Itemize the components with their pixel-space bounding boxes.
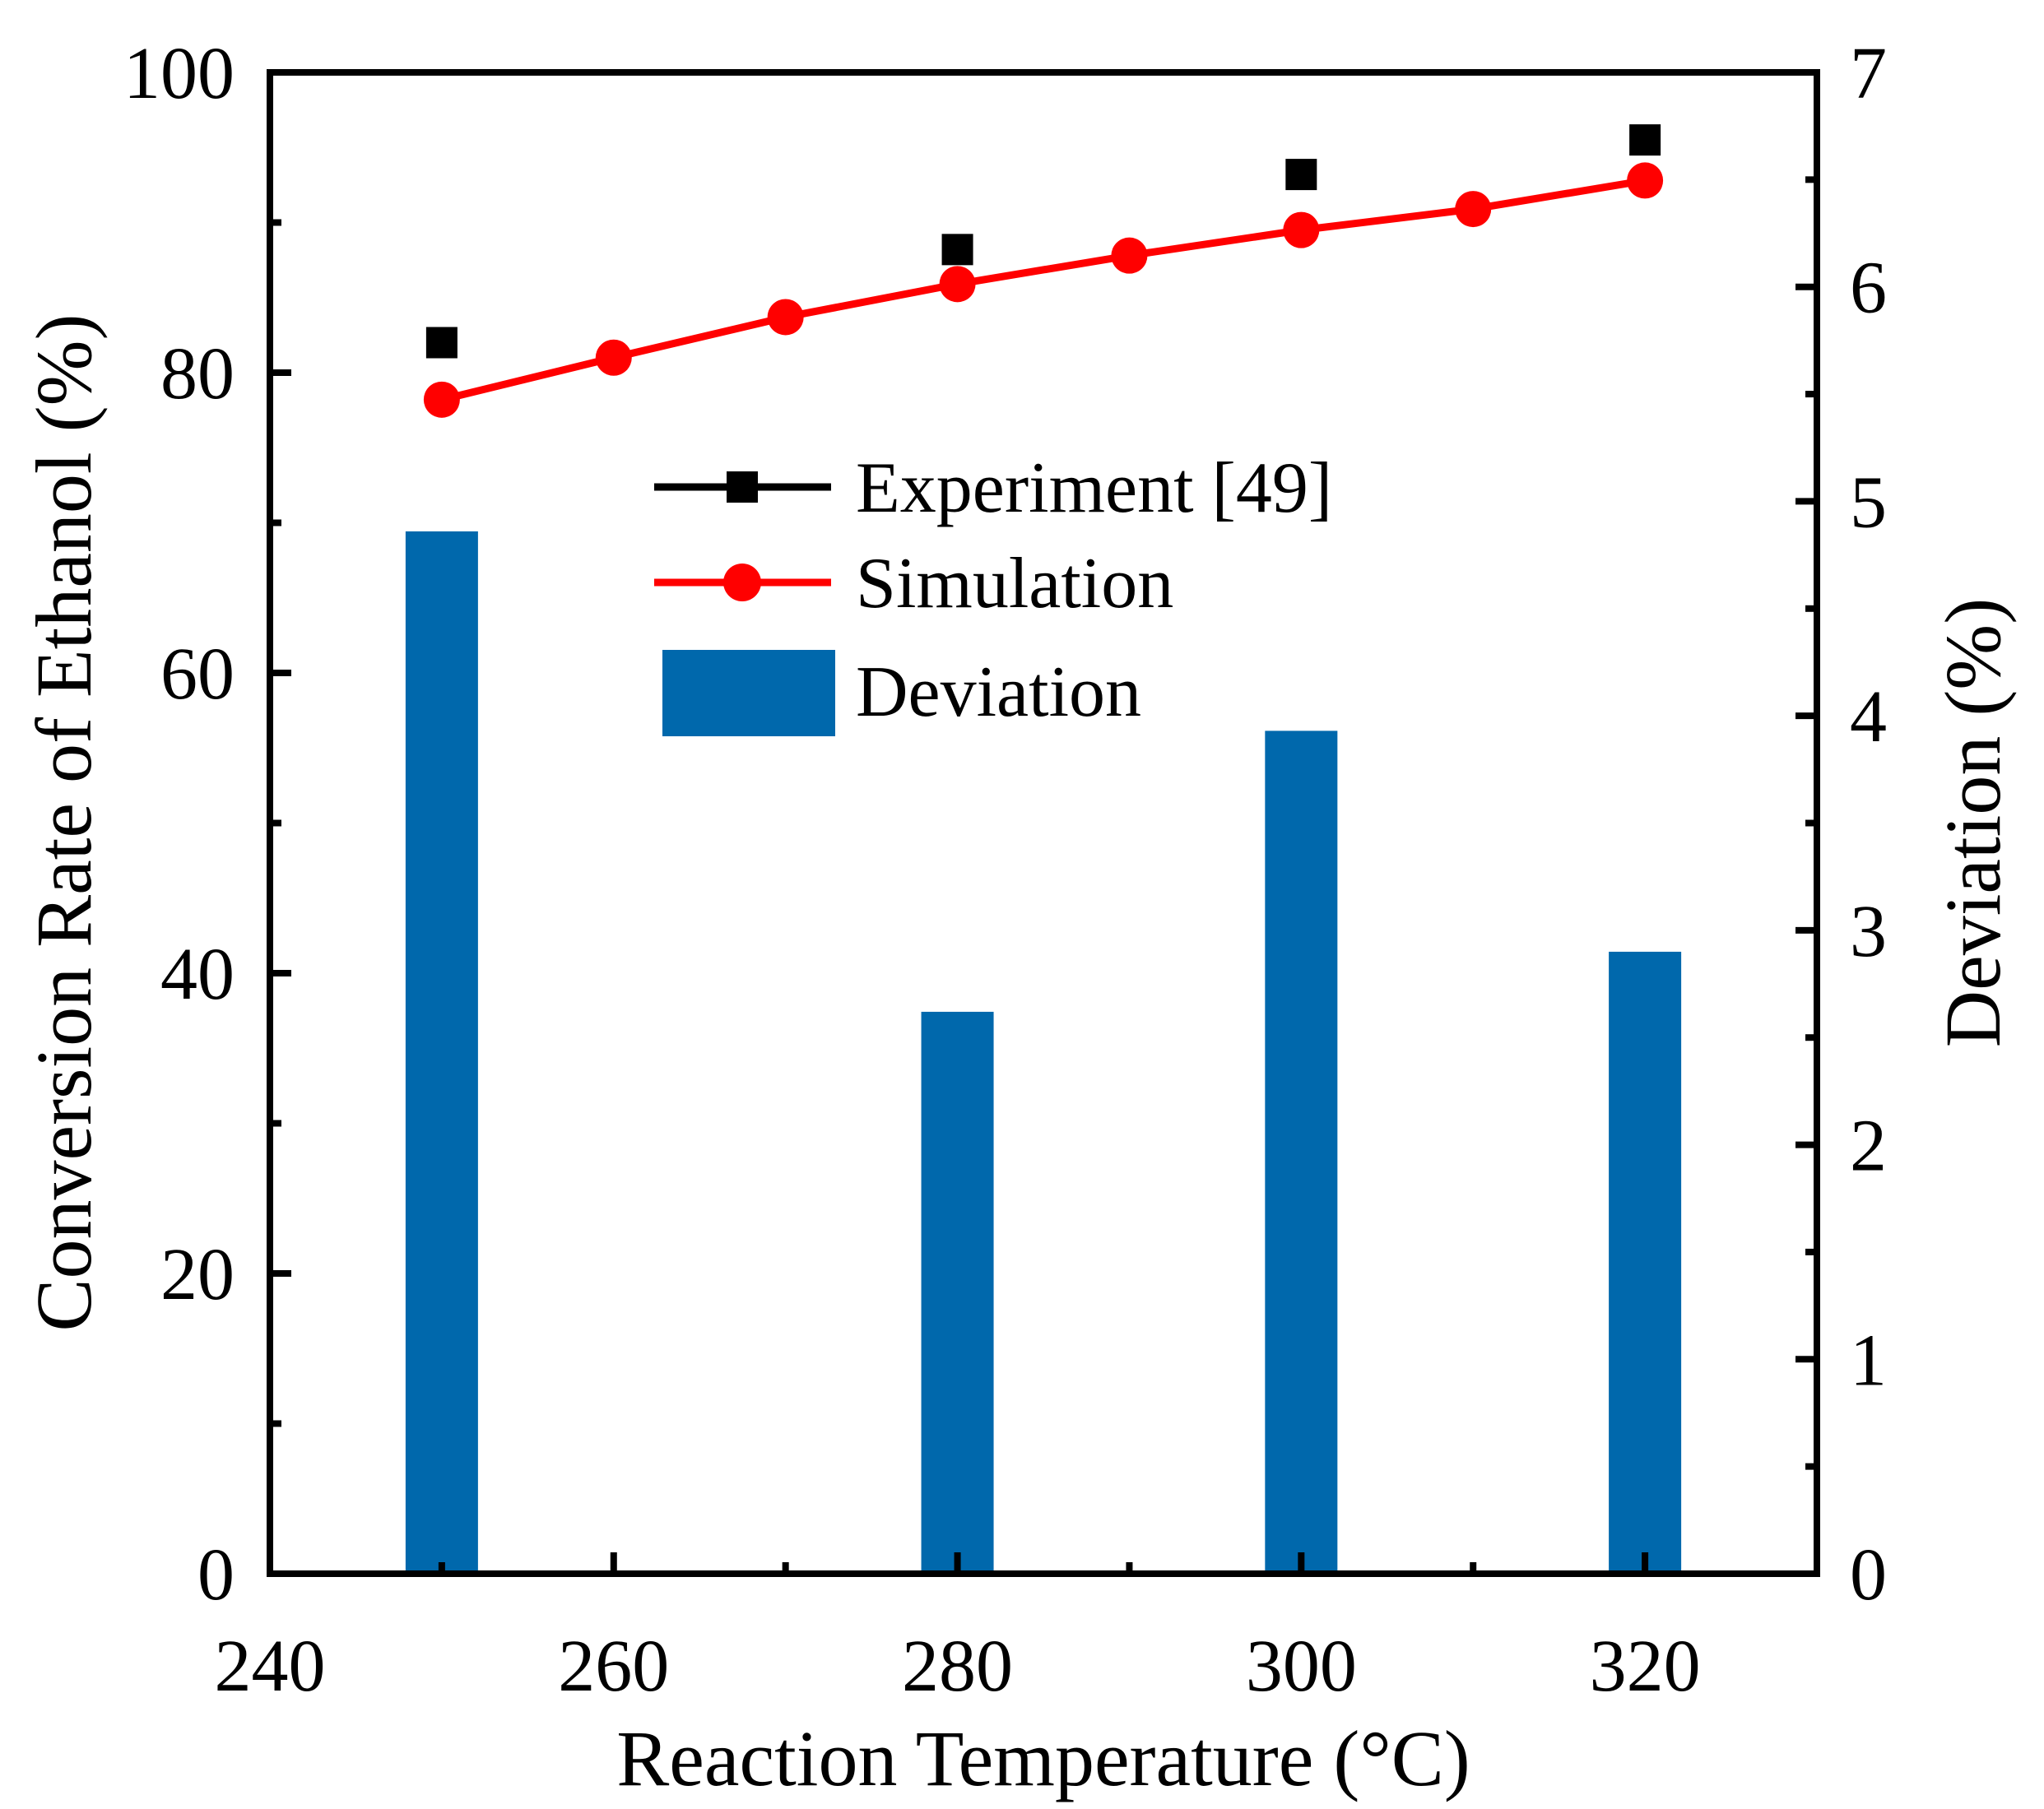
y2-tick-label: 6 [1850, 248, 1887, 329]
x-tick-label: 260 [558, 1626, 669, 1707]
legend-item-deviation: Deviation [662, 650, 1141, 736]
y2-tick-label: 3 [1850, 891, 1887, 972]
experiment-point [1629, 124, 1661, 156]
x-axis-title: Reaction Temperature (°C) [616, 1714, 1470, 1802]
y2-axis-title: Deviation (%) [1929, 598, 2017, 1047]
y-axis-title: Conversion Rate of Ethanol (%) [20, 313, 108, 1331]
deviation-bar [1609, 951, 1682, 1574]
simulation-point [767, 299, 804, 336]
x-tick-label: 300 [1246, 1626, 1357, 1707]
plot-frame [267, 69, 1820, 1577]
legend-item-experiment: Experiment [49] [654, 448, 1332, 528]
x-tick-label: 240 [215, 1626, 326, 1707]
deviation-bar [405, 531, 478, 1574]
simulation-point [595, 339, 632, 376]
simulation-point [1111, 237, 1148, 274]
deviation-bars [405, 531, 1682, 1575]
legend-item-simulation: Simulation [654, 544, 1173, 624]
y2-tick-label: 1 [1850, 1320, 1887, 1401]
y-tick-label: 40 [160, 934, 235, 1015]
legend-label-simulation: Simulation [856, 544, 1173, 624]
legend-marker-circle [723, 564, 761, 601]
y-tick-label: 80 [160, 333, 235, 415]
experiment-point [1285, 159, 1317, 191]
y2-tick-label: 4 [1850, 676, 1887, 758]
legend-marker-bar [662, 650, 835, 736]
y2-tick-label: 7 [1850, 33, 1887, 114]
y2-tick-label: 5 [1850, 462, 1887, 543]
legend-marker-square [727, 471, 758, 503]
y-tick-label: 20 [160, 1234, 235, 1315]
legend-label-experiment: Experiment [49] [856, 448, 1332, 528]
y-tick-label: 0 [197, 1534, 235, 1616]
experiment-point [941, 234, 973, 266]
simulation-point [1283, 211, 1320, 248]
simulation-point [423, 381, 460, 418]
line-series [440, 176, 1646, 404]
x-tick-label: 280 [902, 1626, 1013, 1707]
y-axis-right: 0 1 2 3 4 5 6 7 [1795, 33, 1887, 1616]
y2-tick-label: 2 [1850, 1106, 1887, 1187]
y-axis-left: 0 20 40 60 80 100 [123, 33, 291, 1616]
legend: Experiment [49] Simulation Deviation [654, 448, 1332, 736]
deviation-bar [921, 1011, 994, 1574]
simulation-point [939, 266, 976, 303]
simulation-point [1455, 191, 1492, 228]
x-axis: 240 260 280 300 320 [215, 1552, 1701, 1707]
y-tick-label: 100 [123, 33, 235, 114]
deviation-bar [1265, 731, 1338, 1575]
simulation-point [1627, 162, 1664, 199]
y-tick-label: 60 [160, 633, 235, 715]
point-series [423, 124, 1664, 418]
legend-label-deviation: Deviation [856, 652, 1141, 732]
y2-tick-label: 0 [1850, 1534, 1887, 1616]
x-tick-label: 320 [1590, 1626, 1701, 1707]
simulation-line [440, 176, 1646, 404]
experiment-point [425, 327, 458, 359]
